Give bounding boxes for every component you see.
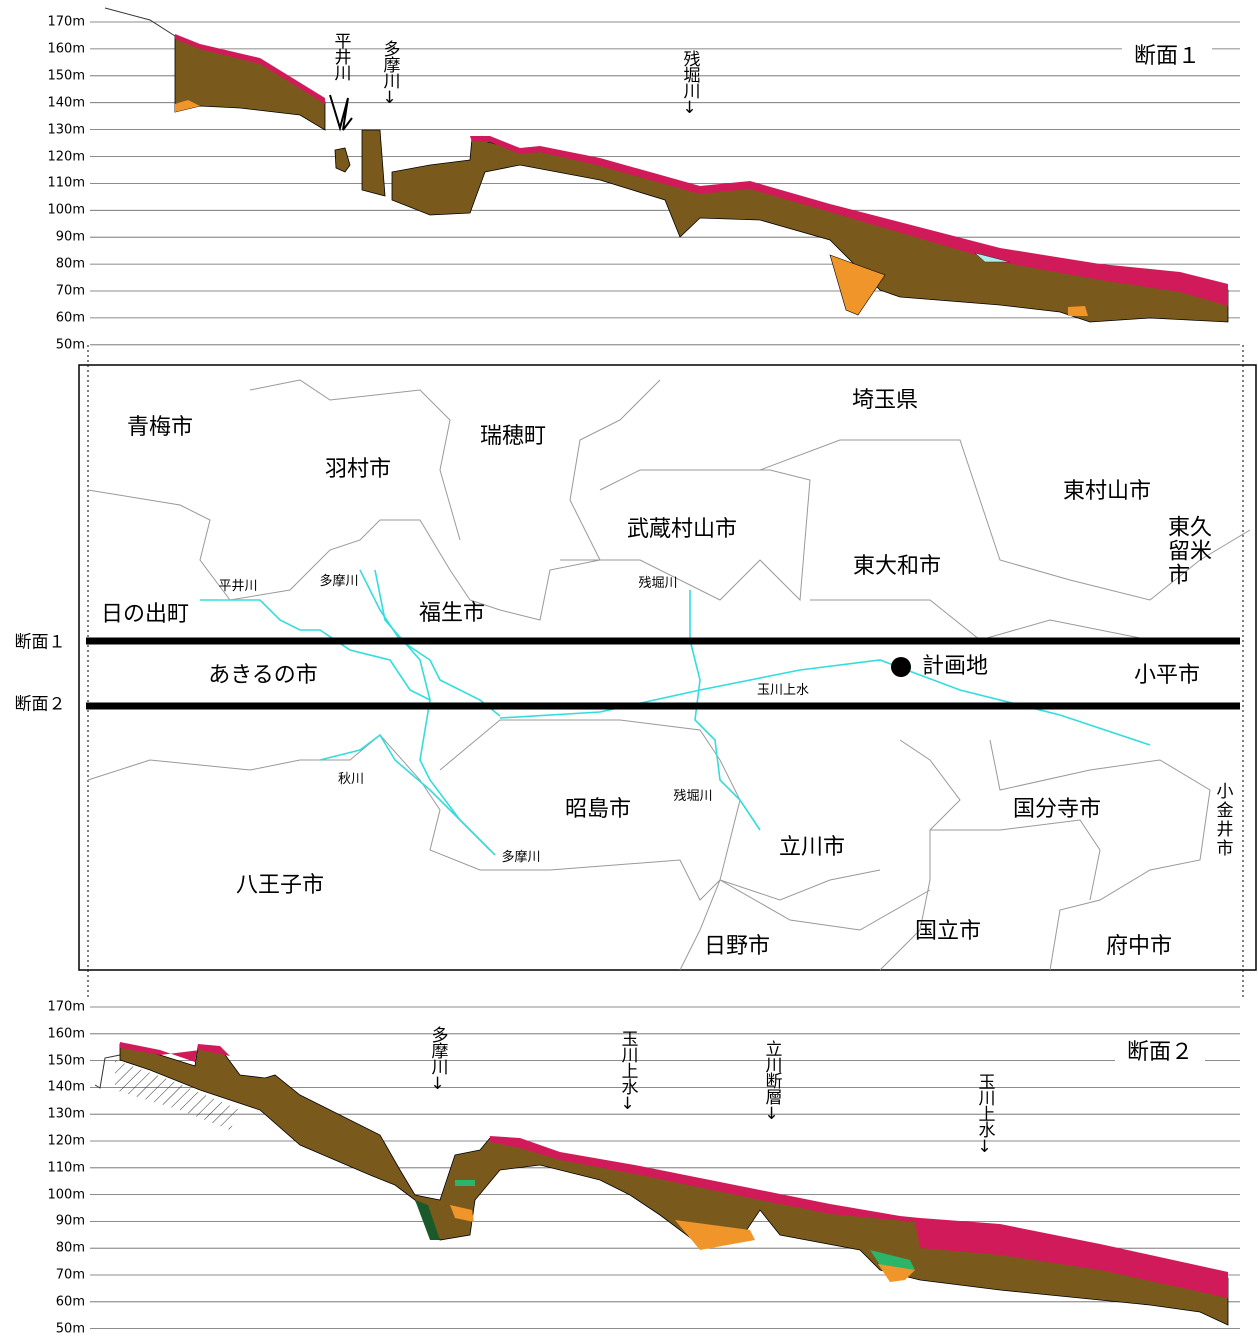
elevation-label: 160m (47, 1026, 85, 1042)
elevation-label: 50m (55, 1321, 85, 1337)
ground-line (94, 1054, 121, 1089)
elevation-label: 150m (47, 68, 85, 84)
river-label: 多摩川 (319, 573, 359, 589)
layer (391, 137, 1229, 323)
elevation-label: 130m (47, 1106, 85, 1122)
elevation-label: 60m (55, 310, 85, 326)
elevation-label: 80m (55, 256, 85, 272)
river-label: 平井川 (218, 578, 258, 594)
ground-line (104, 7, 176, 37)
place-label: 埼玉県 (851, 387, 919, 413)
layer (470, 136, 1228, 306)
place-label: 日の出町 (100, 601, 190, 627)
layer (175, 100, 200, 112)
annotation: 多摩川↓ (427, 1026, 448, 1093)
place-label: 小平市 (1133, 662, 1201, 688)
layer (974, 252, 1011, 263)
elevation-label: 140m (47, 1079, 85, 1095)
place-label: 府中市 (1105, 933, 1173, 959)
place-label: あきるの市 (208, 662, 318, 688)
elevation-label: 170m (47, 999, 85, 1015)
layer (119, 1043, 1229, 1326)
annotation: 多摩川↓ (379, 40, 400, 107)
arrow (329, 94, 353, 132)
elevation-label: 150m (47, 1053, 85, 1069)
river-label: 残堀川 (638, 575, 678, 591)
elevation-label: 90m (55, 229, 85, 245)
map-frame (78, 364, 1257, 971)
place-label: 国分寺市 (1012, 796, 1102, 822)
elevation-label: 90m (55, 1213, 85, 1229)
layer (1068, 306, 1088, 316)
section-title: 断面１ (1121, 44, 1213, 70)
place-label: 小金井市 (1212, 782, 1233, 858)
place-label: 東久 留米市 (1168, 515, 1213, 590)
layer (415, 1200, 440, 1240)
elevation-label: 100m (47, 202, 85, 218)
place-label: 武蔵村山市 (626, 516, 738, 542)
elevation-label: 50m (55, 337, 85, 353)
annotation: 立川断層↓ (761, 1040, 782, 1123)
site-marker (891, 657, 911, 677)
layer (334, 147, 351, 173)
place-label: 羽村市 (324, 456, 392, 482)
river-label: 秋川 (337, 771, 365, 787)
elevation-label: 140m (47, 95, 85, 111)
layer (175, 34, 325, 104)
layer (174, 35, 326, 131)
section-label: 断面２ (14, 694, 66, 715)
layer (829, 254, 886, 316)
section-label: 断面１ (14, 632, 66, 653)
annotation: 玉川上水↓ (617, 1030, 638, 1113)
layer (455, 1180, 475, 1186)
elevation-label: 130m (47, 122, 85, 138)
layer (361, 129, 386, 197)
place-label: 瑞穂町 (479, 423, 547, 449)
site-label: 計画地 (921, 653, 989, 679)
elevation-label: 110m (47, 175, 85, 191)
layer (490, 1136, 1228, 1298)
rivers (200, 569, 1151, 856)
section-title: 断面２ (1114, 1040, 1206, 1066)
elevation-label: 110m (47, 1160, 85, 1176)
elevation-label: 60m (55, 1294, 85, 1310)
place-label: 東村山市 (1062, 478, 1152, 504)
place-label: 青梅市 (126, 414, 194, 440)
elevation-label: 80m (55, 1240, 85, 1256)
river-label: 玉川上水 (756, 682, 810, 698)
layer (675, 1220, 755, 1250)
place-label: 東大和市 (852, 553, 942, 579)
elevation-label: 100m (47, 1187, 85, 1203)
elevation-label: 160m (47, 41, 85, 57)
place-label: 福生市 (418, 600, 486, 626)
elevation-label: 70m (55, 283, 85, 299)
elevation-label: 170m (47, 14, 85, 30)
elevation-label: 120m (47, 1133, 85, 1149)
annotation: 玉川上水↓ (974, 1073, 995, 1156)
place-label: 立川市 (778, 834, 846, 860)
boundaries (87, 379, 1251, 971)
layer (450, 1205, 474, 1222)
hatched-area (115, 1060, 240, 1130)
place-label: 日野市 (703, 933, 771, 959)
elevation-label: 120m (47, 149, 85, 164)
layer (878, 1264, 915, 1282)
river-label: 残堀川 (673, 788, 713, 804)
place-label: 昭島市 (564, 796, 632, 822)
annotation: 平井川 (330, 32, 351, 80)
layer (120, 1042, 230, 1062)
place-label: 八王子市 (235, 872, 325, 898)
place-label: 国立市 (914, 918, 982, 944)
elevation-label: 70m (55, 1267, 85, 1283)
annotation: 残堀川↓ (679, 50, 700, 117)
river-label: 多摩川 (501, 849, 541, 865)
